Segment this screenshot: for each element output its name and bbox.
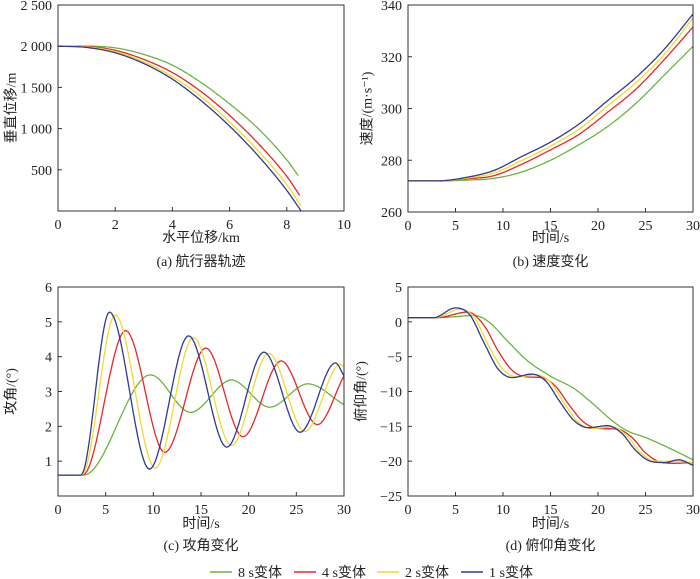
x-tick-label: 10 — [496, 503, 510, 518]
series-line-1s — [408, 307, 694, 466]
x-tick-label: 5 — [452, 219, 459, 234]
x-tick-label: 5 — [452, 503, 459, 518]
x-tick-label: 4 — [169, 218, 176, 233]
y-axis-label: 速度/(m·s⁻¹) — [360, 71, 376, 145]
series-line-1s — [58, 311, 345, 476]
legend-label: 4 s变体 — [322, 565, 366, 579]
y-tick-label: −5 — [387, 351, 402, 366]
legend-label: 1 s变体 — [489, 565, 533, 579]
y-tick-label: 260 — [381, 206, 402, 221]
subplot-a: 0 2 4 6 8 10 500 1 000 1 500 2 000 2 500 水平位移/km 垂直位… — [3, 0, 352, 270]
series-line-4s — [58, 45, 301, 196]
y-tick-label: 500 — [31, 164, 52, 179]
y-tick-label: 280 — [381, 154, 402, 169]
series-line-1s — [408, 13, 694, 182]
series-line-8s — [58, 45, 299, 176]
subplot-caption: (d) 俯仰角变化 — [506, 538, 596, 554]
x-tick-label: 10 — [337, 218, 351, 233]
x-axis-label: 时间/s — [532, 230, 569, 246]
x-axis-label: 时间/s — [182, 516, 219, 532]
y-tick-label: 2 — [45, 420, 52, 435]
y-tick-label: 6 — [45, 281, 52, 296]
series-line-2s — [58, 314, 345, 476]
x-tick-label: 0 — [55, 218, 62, 233]
y-tick-label: 2 500 — [21, 0, 53, 14]
series-line-8s — [408, 314, 694, 461]
y-tick-label: 320 — [381, 51, 402, 66]
y-tick-label: −20 — [380, 455, 402, 470]
subplot-d: 0 5 10 15 20 25 30 −25 −20 −15 −10 −5 0 5 时间/s 俯仰角/(°) (… — [354, 281, 700, 554]
legend-item-8s: 8 s变体 — [210, 565, 282, 579]
x-tick-label: 30 — [337, 503, 351, 518]
y-tick-label: 340 — [381, 0, 402, 14]
y-tick-label: 5 — [395, 281, 402, 296]
x-tick-label: 30 — [686, 219, 700, 234]
y-tick-label: 1 — [45, 455, 52, 470]
y-tick-label: 5 — [45, 316, 52, 331]
x-tick-label: 10 — [496, 219, 510, 234]
x-axis-label: 时间/s — [532, 516, 569, 532]
x-tick-label: 25 — [639, 503, 653, 518]
x-tick-label: 10 — [146, 503, 160, 518]
series-line-8s — [408, 45, 694, 182]
y-tick-label: −10 — [380, 386, 402, 401]
y-tick-label: 4 — [45, 351, 52, 366]
x-tick-label: 25 — [289, 503, 303, 518]
y-tick-label: 300 — [381, 103, 402, 118]
legend-label: 8 s变体 — [238, 565, 282, 579]
y-axis-label: 俯仰角/(°) — [354, 361, 370, 422]
plot-frame — [57, 286, 345, 497]
y-tick-label: 0 — [395, 316, 402, 331]
series-line-8s — [58, 374, 345, 476]
plot-frame — [407, 286, 694, 497]
series-line-2s — [408, 17, 694, 182]
x-tick-label: 15 — [544, 219, 558, 234]
x-tick-label: 0 — [405, 503, 412, 518]
subplot-caption: (a) 航行器轨迹 — [156, 254, 245, 270]
y-tick-label: −25 — [380, 490, 402, 505]
legend: 8 s变体 4 s变体 2 s变体 1 s变体 — [210, 565, 533, 579]
x-tick-label: 5 — [102, 503, 109, 518]
x-tick-label: 15 — [544, 503, 558, 518]
x-tick-label: 6 — [226, 218, 233, 233]
series-line-1s — [57, 45, 302, 212]
y-tick-label: 3 — [45, 386, 52, 401]
series-line-4s — [58, 329, 345, 476]
x-tick-label: 0 — [405, 219, 412, 234]
x-tick-label: 25 — [639, 219, 653, 234]
x-tick-label: 2 — [112, 218, 119, 233]
x-tick-label: 8 — [283, 218, 290, 233]
subplot-b: 0 5 10 15 20 25 30 260 280 300 320 340 时间/s 速度/(m·s⁻¹… — [360, 0, 700, 270]
x-tick-label: 0 — [55, 503, 62, 518]
x-tick-label: 20 — [242, 503, 256, 518]
plot-frame — [57, 4, 345, 212]
y-tick-label: −15 — [380, 420, 402, 435]
x-tick-label: 15 — [194, 503, 208, 518]
y-axis-label: 攻角/(°) — [4, 368, 20, 415]
series-line-4s — [408, 26, 694, 182]
y-tick-label: 1 000 — [21, 123, 53, 138]
series-line-2s — [58, 45, 302, 207]
legend-item-2s: 2 s变体 — [377, 565, 449, 579]
subplot-caption: (c) 攻角变化 — [163, 538, 238, 554]
x-tick-label: 30 — [686, 503, 700, 518]
legend-item-4s: 4 s变体 — [294, 565, 366, 579]
y-axis-label: 垂直位移/m — [3, 73, 20, 144]
legend-label: 2 s变体 — [405, 565, 449, 579]
series-line-4s — [408, 311, 693, 464]
legend-item-1s: 1 s变体 — [461, 565, 533, 579]
y-tick-label: 1 500 — [21, 81, 53, 96]
y-tick-label: 2 000 — [21, 40, 53, 55]
x-tick-label: 20 — [591, 219, 605, 234]
x-axis-label: 水平位移/km — [162, 230, 240, 246]
series-line-2s — [408, 308, 694, 464]
subplot-c: 0 5 10 15 20 25 30 1 2 3 4 5 6 时间/s 攻角/(°) (c) 攻角变化 — [4, 281, 352, 554]
subplot-caption: (b) 速度变化 — [513, 254, 589, 270]
x-tick-label: 20 — [591, 503, 605, 518]
